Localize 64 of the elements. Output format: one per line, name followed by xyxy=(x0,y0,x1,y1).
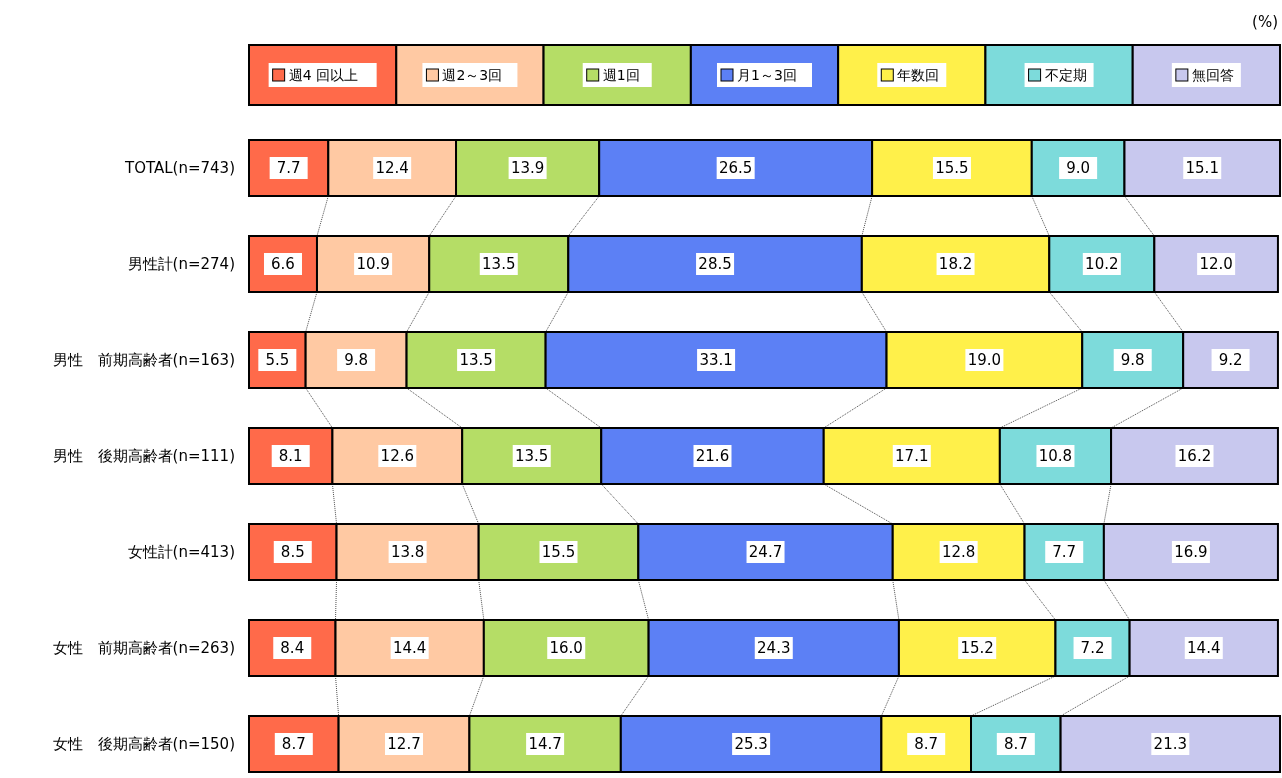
data-label: 10.2 xyxy=(1085,255,1119,273)
data-label: 12.7 xyxy=(387,735,421,753)
data-label: 8.4 xyxy=(280,639,305,657)
data-label: 13.9 xyxy=(510,159,545,177)
data-label: 7.2 xyxy=(1080,639,1105,657)
data-label: 17.1 xyxy=(895,447,929,465)
y-tick-label: TOTAL(n=743) xyxy=(124,159,235,177)
legend-label: 年数回 xyxy=(897,67,940,83)
legend-label: 週1回 xyxy=(602,67,640,83)
data-label: 9.0 xyxy=(1066,159,1091,177)
legend-label: 週2～3回 xyxy=(442,67,503,83)
legend-label: 週4 回以上 xyxy=(288,67,358,83)
data-label: 12.0 xyxy=(1199,255,1233,273)
data-label: 9.8 xyxy=(344,351,369,369)
data-label: 8.1 xyxy=(278,447,303,465)
data-label: 24.3 xyxy=(757,639,791,657)
data-label: 8.7 xyxy=(914,735,939,753)
data-label: 13.5 xyxy=(482,255,516,273)
data-label: 14.4 xyxy=(392,639,427,657)
data-label: 14.4 xyxy=(1187,639,1221,657)
data-label: 24.7 xyxy=(748,543,783,561)
data-label: 15.5 xyxy=(541,543,576,561)
data-label: 28.5 xyxy=(698,255,732,273)
data-label: 16.0 xyxy=(549,639,583,657)
y-tick-label: 男性 後期高齢者(n=111) xyxy=(52,447,235,465)
data-label: 19.0 xyxy=(967,351,1002,369)
data-label: 12.4 xyxy=(375,159,409,177)
y-tick-label: 女性 後期高齢者(n=150) xyxy=(52,735,235,753)
legend-label: 月1～3回 xyxy=(737,67,797,83)
legend-label: 無回答 xyxy=(1191,67,1234,83)
data-label: 12.6 xyxy=(380,447,415,465)
data-label: 15.2 xyxy=(960,639,994,657)
data-label: 14.7 xyxy=(528,735,562,753)
legend-label: 不定期 xyxy=(1044,67,1087,83)
data-label: 15.5 xyxy=(935,159,969,177)
data-label: 7.7 xyxy=(276,159,301,177)
data-label: 15.1 xyxy=(1185,159,1219,177)
data-label: 16.2 xyxy=(1177,447,1212,465)
data-label: 16.9 xyxy=(1174,543,1208,561)
data-label: 26.5 xyxy=(718,159,753,177)
y-tick-label: 男性計(n=274) xyxy=(127,255,235,273)
text: (%) xyxy=(1252,13,1278,31)
data-label: 13.5 xyxy=(459,351,493,369)
data-label: 8.7 xyxy=(1003,735,1028,753)
data-label: 8.7 xyxy=(281,735,306,753)
data-label: 13.8 xyxy=(390,543,425,561)
y-tick-label: 女性計(n=413) xyxy=(127,543,235,561)
data-label: 21.6 xyxy=(695,447,730,465)
data-label: 21.3 xyxy=(1153,735,1188,753)
data-label: 10.9 xyxy=(356,255,390,273)
data-label: 12.8 xyxy=(941,543,976,561)
data-label: 10.8 xyxy=(1038,447,1073,465)
y-tick-label: 女性 前期高齢者(n=263) xyxy=(52,639,235,657)
data-label: 25.3 xyxy=(734,735,768,753)
data-label: 9.8 xyxy=(1120,351,1145,369)
data-label: 9.2 xyxy=(1218,351,1243,369)
data-label: 7.7 xyxy=(1052,543,1077,561)
data-label: 33.1 xyxy=(699,351,733,369)
data-label: 13.5 xyxy=(515,447,549,465)
data-label: 5.5 xyxy=(265,351,290,369)
data-label: 6.6 xyxy=(271,255,295,273)
y-tick-label: 男性 前期高齢者(n=163) xyxy=(52,351,235,369)
data-label: 8.5 xyxy=(280,543,305,561)
data-label: 18.2 xyxy=(938,255,973,273)
